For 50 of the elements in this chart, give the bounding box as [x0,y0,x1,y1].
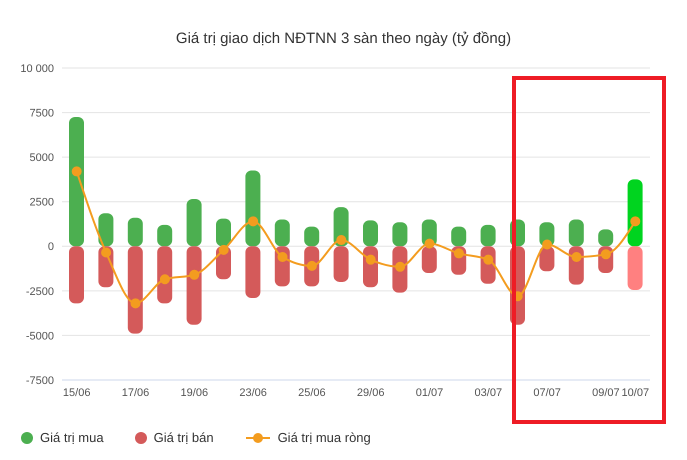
y-tick-label: 7500 [30,107,54,120]
bar [334,246,349,282]
bar [628,179,643,246]
x-tick-label: 01/07 [416,386,444,399]
bar [245,246,260,298]
x-tick-label: 03/07 [474,386,502,399]
point [160,274,170,284]
point [395,262,406,272]
point [278,252,288,262]
y-tick-label: 2500 [30,196,54,209]
legend-label: Giá trị mua [40,430,104,445]
x-tick-label: 25/06 [298,386,326,399]
bar [186,199,202,246]
x-tick-label: 07/07 [533,386,561,399]
x-tick-label: 15/06 [62,386,90,399]
x-tick-label: 17/06 [122,386,150,399]
bar [69,117,84,246]
point [72,166,82,176]
y-tick-label: -5000 [26,330,54,342]
point [218,244,229,255]
x-tick-label: 09/07 [592,386,620,399]
legend-label: Giá trị bán [154,430,214,445]
point [101,248,112,258]
legend-label: Giá trị mua ròng [278,430,371,445]
point [572,252,582,262]
point [130,298,140,308]
bar [628,246,643,290]
point [630,216,640,226]
bar [245,170,260,246]
bar [98,213,114,246]
y-tick-label: 10 000 [20,62,54,75]
point [454,248,464,258]
y-tick-label: 5000 [30,152,54,164]
point [336,235,346,246]
y-tick-label: 0 [48,241,54,254]
point [248,216,258,226]
x-tick-label: 23/06 [239,386,267,399]
x-tick-label: 19/06 [180,386,208,399]
chart-title: Giá trị giao dịch NĐTNN 3 sàn theo ngày (tỷ đồng) [174,29,512,49]
bar [186,246,202,325]
y-tick-label: -7500 [26,374,54,387]
point [366,254,376,265]
x-tick-label: 29/06 [356,386,384,399]
point [542,240,552,250]
point [424,238,434,249]
y-tick-label: -2500 [26,286,54,298]
bar [69,246,84,304]
bar [128,246,143,334]
x-tick-label: 10/07 [622,386,650,399]
point [189,270,200,280]
